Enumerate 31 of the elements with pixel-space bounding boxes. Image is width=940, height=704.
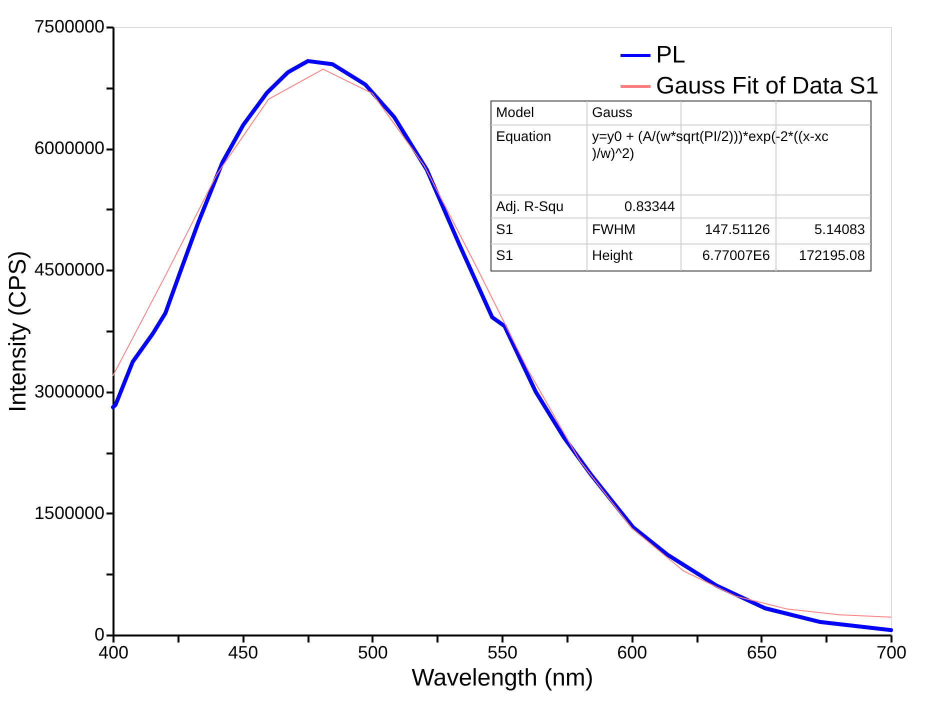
- annotation: 147.51126: [704, 221, 770, 237]
- y-tick-label: 7500000: [34, 16, 104, 36]
- x-tick-label: 700: [876, 642, 907, 662]
- annotation: Adj. R-Squ: [496, 198, 564, 214]
- annotation: S1: [496, 221, 514, 237]
- annotation: FWHM: [592, 221, 636, 237]
- annotation: Equation: [496, 128, 552, 144]
- x-tick-label: 550: [487, 642, 518, 662]
- annotation: 6.77007E6: [702, 247, 770, 263]
- x-tick-label: 400: [98, 642, 129, 662]
- annotation: 172195.08: [798, 247, 866, 263]
- y-tick-label: 1500000: [34, 502, 104, 523]
- x-tick-label: 450: [228, 642, 258, 662]
- annotation: Height: [592, 247, 633, 263]
- y-tick-label: 3000000: [34, 381, 104, 402]
- y-tick-label: 6000000: [34, 138, 104, 158]
- annotation: 5.14083: [814, 221, 866, 237]
- legend-label: Gauss Fit of Data S1: [656, 72, 879, 100]
- x-tick-label: 600: [617, 642, 648, 662]
- annotation: 0.83344: [624, 198, 676, 214]
- annotation: Model: [496, 104, 534, 120]
- y-tick-label: 0: [94, 624, 104, 644]
- annotation: S1: [496, 247, 514, 263]
- x-axis-title: Wavelength (nm): [412, 664, 594, 692]
- x-tick-label: 500: [358, 642, 388, 662]
- x-tick-label: 650: [746, 642, 777, 662]
- annotation: y=y0 + (A/(w*sqrt(PI/2)))*exp(-2*((x-xc)/w)^2): [592, 128, 828, 161]
- legend-label: PL: [656, 42, 686, 68]
- y-tick-label: 4500000: [34, 260, 104, 280]
- annotation: Gauss: [592, 104, 632, 120]
- y-axis-title: Intensity (CPS): [4, 250, 32, 412]
